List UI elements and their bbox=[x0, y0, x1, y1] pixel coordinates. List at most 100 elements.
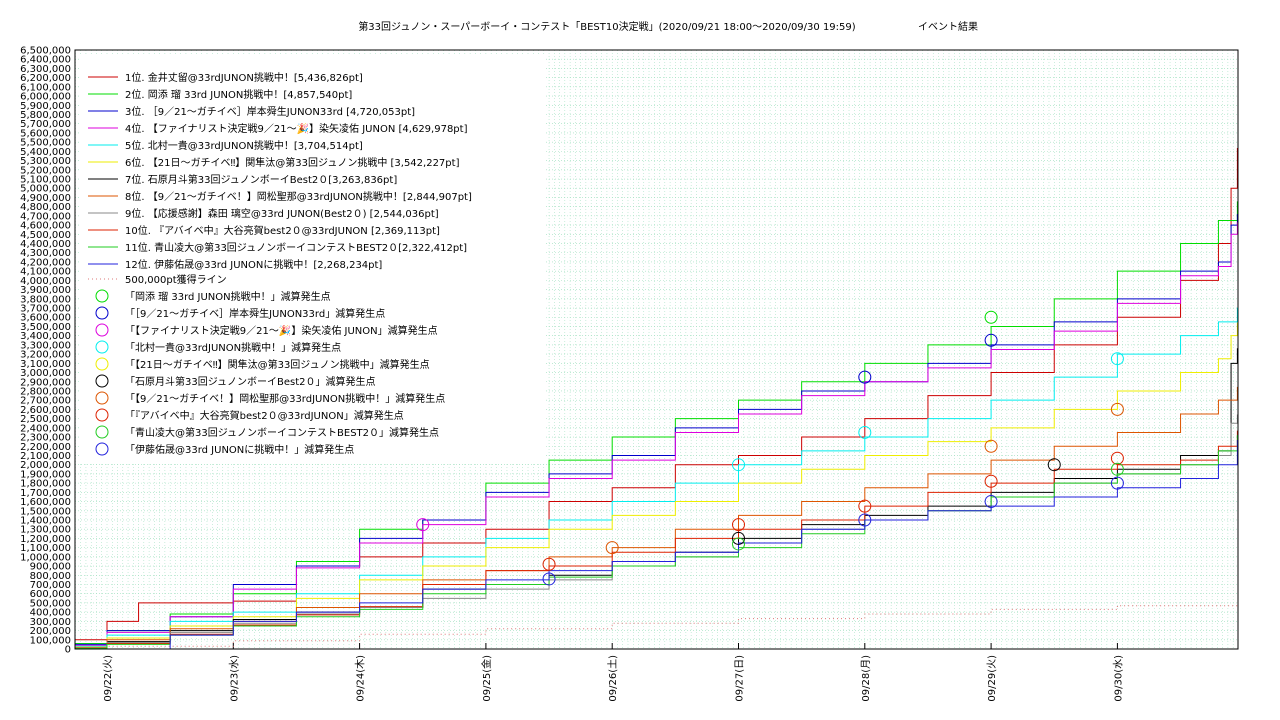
y-tick-label: 2,600,000 bbox=[20, 405, 71, 416]
x-tick-label: 09/28(月) bbox=[860, 655, 872, 702]
legend-entry-11: 11位. 青山凌大@第33回ジュノンボーイコンテストBEST2０[2,322,4… bbox=[125, 241, 467, 254]
chart-title: 第33回ジュノン・スーパーボーイ・コンテスト「BEST10決定戦」(2020/0… bbox=[358, 20, 855, 33]
y-tick-label: 1,300,000 bbox=[20, 525, 71, 536]
y-tick-label: 5,000,000 bbox=[20, 184, 71, 195]
subtraction-markers bbox=[416, 310, 1124, 586]
y-tick-label: 400,000 bbox=[30, 608, 71, 619]
legend-marker-swatch bbox=[95, 442, 109, 456]
series-line-12 bbox=[75, 439, 1238, 650]
y-tick-label: 300,000 bbox=[30, 617, 71, 628]
legend-marker-swatch bbox=[95, 357, 109, 371]
legend-marker-swatch bbox=[95, 340, 109, 354]
y-tick-label: 5,500,000 bbox=[20, 138, 71, 149]
marker-point-7 bbox=[984, 439, 998, 453]
y-tick-label: 3,000,000 bbox=[20, 368, 71, 379]
marker-point-3 bbox=[416, 518, 430, 532]
x-tick-label: 09/25(金) bbox=[480, 655, 493, 702]
legend-marker-swatch bbox=[95, 374, 109, 388]
y-tick-label: 6,500,000 bbox=[20, 46, 71, 57]
y-tick-label: 4,200,000 bbox=[20, 257, 71, 268]
x-tick-label: 09/26(土) bbox=[606, 655, 619, 702]
y-tick-label: 4,100,000 bbox=[20, 267, 71, 278]
legend-marker-entry-3: 「【ファイナリスト決定戦9／21～🎉】染矢凌佑 JUNON」減算発生点 bbox=[125, 324, 438, 337]
legend-entry-9: 9位. 【応援感謝】森田 璃空@33rd JUNON(Best2０) [2,54… bbox=[125, 207, 439, 220]
y-tick-label: 1,800,000 bbox=[20, 479, 71, 490]
y-tick-label: 1,700,000 bbox=[20, 488, 71, 499]
marker-point-10 bbox=[1110, 476, 1124, 490]
legend-marker-entry-8: 「『アバイベ中』大谷亮賀best2０@33rdJUNON」減算発生点 bbox=[125, 409, 404, 422]
legend-entry-reference: 500,000pt獲得ライン bbox=[125, 273, 227, 286]
y-tick-label: 3,800,000 bbox=[20, 294, 71, 305]
legend-marker-entry-7: 「【9／21～ガチイベ！】岡松聖那@33rdJUNON挑戦中！」減算発生点 bbox=[125, 392, 445, 405]
y-tick-label: 4,800,000 bbox=[20, 202, 71, 213]
legend-marker-swatch bbox=[95, 306, 109, 320]
series-line-4 bbox=[75, 222, 1238, 646]
y-tick-label: 5,100,000 bbox=[20, 175, 71, 186]
y-tick-label: 0 bbox=[65, 645, 71, 656]
marker-point-8 bbox=[732, 518, 745, 532]
y-tick-label: 1,400,000 bbox=[20, 515, 71, 526]
legend: 1位. 金井丈留@33rdJUNON挑戦中！[5,436,826pt] 2位. 岡… bbox=[80, 56, 545, 462]
y-tick-label: 500,000 bbox=[30, 598, 71, 609]
y-tick-label: 6,400,000 bbox=[20, 55, 71, 66]
y-tick-label: 6,100,000 bbox=[20, 82, 71, 93]
y-tick-label: 900,000 bbox=[30, 562, 71, 573]
chart-subtitle: イベント結果 bbox=[918, 20, 978, 33]
y-tick-label: 5,900,000 bbox=[20, 101, 71, 112]
marker-point-6 bbox=[732, 531, 745, 545]
y-tick-label: 3,500,000 bbox=[20, 322, 71, 333]
series-line-10 bbox=[75, 430, 1238, 650]
y-tick-label: 2,700,000 bbox=[20, 396, 71, 407]
series-line-2 bbox=[75, 201, 1238, 644]
legend-entry-7: 7位. 石原月斗第33回ジュノンボーイBest2０[3,263,836pt] bbox=[125, 173, 397, 186]
y-tick-label: 4,400,000 bbox=[20, 239, 71, 250]
marker-point-10 bbox=[858, 513, 872, 527]
marker-point-8 bbox=[858, 499, 872, 513]
x-tick-label: 09/24(木) bbox=[355, 655, 367, 702]
x-tick-label: 09/22(火) bbox=[102, 655, 114, 702]
legend-background bbox=[80, 56, 545, 462]
y-tick-label: 3,100,000 bbox=[20, 359, 71, 370]
y-tick-label: 700,000 bbox=[30, 580, 71, 591]
y-tick-label: 4,900,000 bbox=[20, 193, 71, 204]
y-tick-label: 1,100,000 bbox=[20, 543, 71, 554]
marker-point-9 bbox=[1110, 462, 1124, 476]
marker-point-8 bbox=[984, 474, 998, 488]
legend-marker-entry-5: 「【21日～ガチイベ‼】関隼汰@第33回ジュノン挑戦中」減算発生点 bbox=[125, 358, 430, 371]
marker-point-10 bbox=[984, 495, 998, 509]
y-tick-label: 5,300,000 bbox=[20, 156, 71, 167]
y-tick-label: 4,300,000 bbox=[20, 248, 71, 259]
legend-entry-3: 3位. ［9／21～ガチイベ］岸本舜生JUNON33rd [4,720,053p… bbox=[125, 105, 415, 118]
x-tick-label: 09/23(水) bbox=[228, 655, 240, 702]
y-tick-label: 3,900,000 bbox=[20, 285, 71, 296]
legend-entry-2: 2位. 岡添 瑠 33rd JUNON挑戦中！[4,857,540pt] bbox=[125, 88, 352, 101]
y-tick-label: 5,700,000 bbox=[20, 119, 71, 130]
legend-entry-10: 10位. 『アバイベ中』大谷亮賀best2０@33rdJUNON [2,369,… bbox=[125, 224, 440, 237]
marker-point-9 bbox=[732, 537, 745, 551]
y-axis-ticks: 0100,000200,000300,000400,000500,000600,… bbox=[20, 46, 71, 656]
y-tick-label: 1,900,000 bbox=[20, 469, 71, 480]
marker-point-4 bbox=[1110, 352, 1124, 366]
y-tick-label: 3,400,000 bbox=[20, 331, 71, 342]
series-lines bbox=[75, 147, 1238, 650]
y-tick-label: 2,800,000 bbox=[20, 386, 71, 397]
y-tick-label: 5,800,000 bbox=[20, 110, 71, 121]
legend-entry-1: 1位. 金井丈留@33rdJUNON挑戦中！[5,436,826pt] bbox=[125, 71, 363, 84]
y-tick-label: 6,300,000 bbox=[20, 64, 71, 75]
y-tick-label: 1,600,000 bbox=[20, 497, 71, 508]
y-tick-label: 600,000 bbox=[30, 589, 71, 600]
legend-marker-swatch bbox=[95, 391, 109, 405]
y-tick-label: 6,200,000 bbox=[20, 73, 71, 84]
y-tick-label: 4,000,000 bbox=[20, 276, 71, 287]
y-tick-label: 2,200,000 bbox=[20, 442, 71, 453]
legend-marker-swatch bbox=[95, 289, 109, 303]
y-tick-label: 800,000 bbox=[30, 571, 71, 582]
marker-point-6 bbox=[1047, 458, 1061, 472]
legend-marker-entry-9: 「青山凌大@第33回ジュノンボーイコンテストBEST2０」減算発生点 bbox=[125, 426, 439, 439]
y-tick-label: 2,500,000 bbox=[20, 414, 71, 425]
plot-frame bbox=[74, 49, 1239, 650]
marker-point-7 bbox=[1110, 402, 1124, 416]
legend-marker-entry-2: 「［9／21～ガチイベ］岸本舜生JUNON33rd」減算発生点 bbox=[125, 307, 385, 320]
y-tick-label: 3,200,000 bbox=[20, 350, 71, 361]
